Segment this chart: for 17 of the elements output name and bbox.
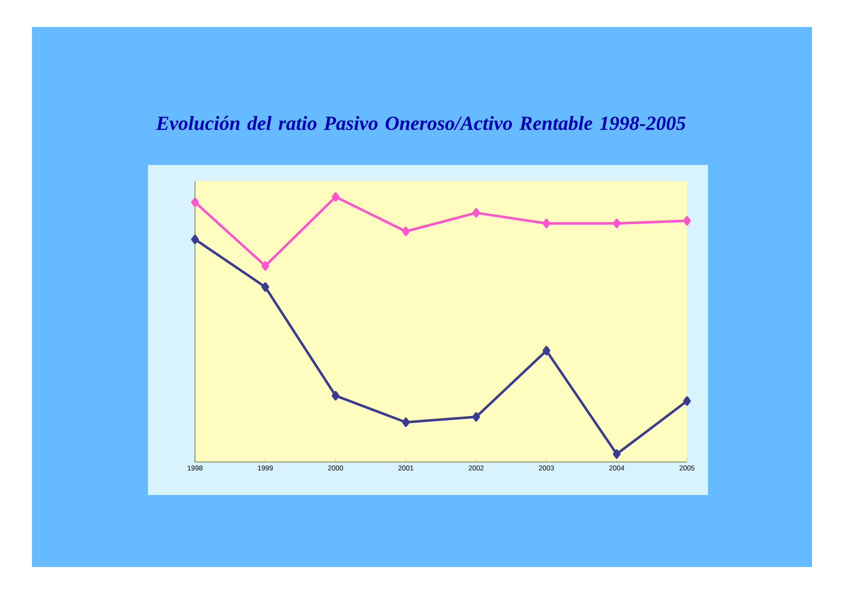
point	[612, 218, 621, 228]
point	[261, 261, 270, 271]
point	[472, 208, 480, 218]
point	[191, 197, 199, 207]
point	[191, 234, 199, 244]
chart-title: Evolución del ratio Pasivo Oneroso/Activo Rentable 1998-2005	[156, 116, 686, 130]
point	[402, 226, 410, 236]
point	[332, 390, 340, 400]
point	[612, 449, 621, 459]
point	[683, 396, 691, 406]
point	[332, 192, 340, 202]
point	[683, 216, 691, 226]
point	[402, 417, 410, 427]
point	[472, 412, 480, 422]
point	[542, 218, 550, 228]
point	[542, 346, 550, 356]
point	[261, 282, 270, 292]
